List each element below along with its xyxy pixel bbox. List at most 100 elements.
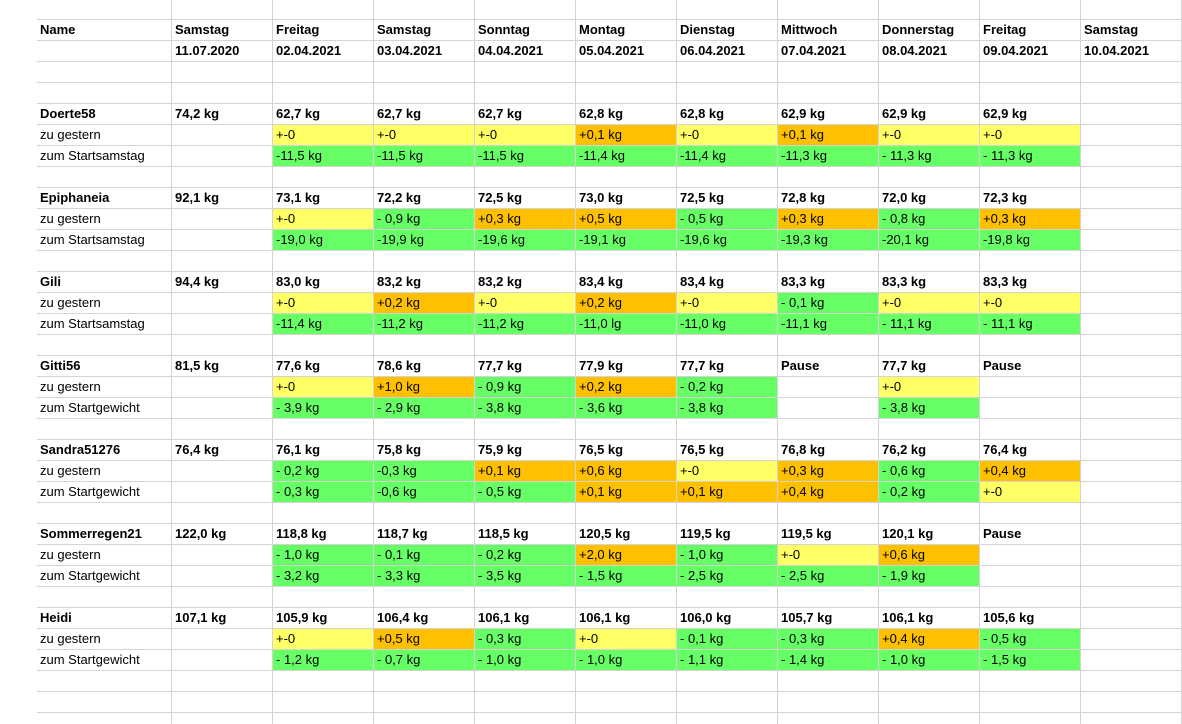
empty-cell[interactable] xyxy=(1081,608,1182,629)
empty-cell[interactable] xyxy=(374,335,475,356)
empty-cell[interactable] xyxy=(475,62,576,83)
empty-cell[interactable] xyxy=(37,671,172,692)
empty-cell[interactable] xyxy=(778,692,879,713)
empty-cell[interactable] xyxy=(374,587,475,608)
change-vs-yesterday[interactable]: - 0,2 kg xyxy=(273,461,374,482)
empty-cell[interactable] xyxy=(1081,692,1182,713)
label-start[interactable]: zum Startgewicht xyxy=(37,650,172,671)
header-date[interactable]: 06.04.2021 xyxy=(677,41,778,62)
daily-weight[interactable]: 118,7 kg xyxy=(374,524,475,545)
change-vs-yesterday[interactable]: - 0,9 kg xyxy=(475,377,576,398)
empty-cell[interactable] xyxy=(1081,0,1182,20)
daily-weight[interactable]: 77,7 kg xyxy=(879,356,980,377)
empty-cell[interactable] xyxy=(37,41,172,62)
empty-cell[interactable] xyxy=(677,503,778,524)
change-vs-yesterday[interactable] xyxy=(778,377,879,398)
label-start[interactable]: zum Startgewicht xyxy=(37,482,172,503)
empty-cell[interactable] xyxy=(778,503,879,524)
empty-cell[interactable] xyxy=(273,62,374,83)
change-vs-start[interactable]: - 1,0 kg xyxy=(576,650,677,671)
daily-weight[interactable]: 72,8 kg xyxy=(778,188,879,209)
empty-cell[interactable] xyxy=(1081,629,1182,650)
empty-cell[interactable] xyxy=(1081,419,1182,440)
empty-cell[interactable] xyxy=(172,0,273,20)
change-vs-yesterday[interactable]: +-0 xyxy=(677,125,778,146)
change-vs-start[interactable]: -11,1 kg xyxy=(778,314,879,335)
change-vs-yesterday[interactable]: -0,3 kg xyxy=(374,461,475,482)
daily-weight[interactable]: 83,3 kg xyxy=(778,272,879,293)
empty-cell[interactable] xyxy=(879,692,980,713)
daily-weight[interactable]: 72,3 kg xyxy=(980,188,1081,209)
empty-cell[interactable] xyxy=(475,0,576,20)
change-vs-start[interactable]: - 1,2 kg xyxy=(273,650,374,671)
empty-cell[interactable] xyxy=(1081,209,1182,230)
header-date[interactable]: 10.04.2021 xyxy=(1081,41,1182,62)
change-vs-start[interactable]: +-0 xyxy=(980,482,1081,503)
participant-name[interactable]: Sandra51276 xyxy=(37,440,172,461)
empty-cell[interactable] xyxy=(1081,377,1182,398)
empty-cell[interactable] xyxy=(475,692,576,713)
change-vs-yesterday[interactable]: - 0,2 kg xyxy=(475,545,576,566)
change-vs-start[interactable]: - 1,5 kg xyxy=(576,566,677,587)
empty-cell[interactable] xyxy=(980,167,1081,188)
start-weight[interactable]: 81,5 kg xyxy=(172,356,273,377)
change-vs-start[interactable]: - 2,5 kg xyxy=(778,566,879,587)
empty-cell[interactable] xyxy=(879,83,980,104)
empty-cell[interactable] xyxy=(475,167,576,188)
change-vs-yesterday[interactable]: - 0,5 kg xyxy=(677,209,778,230)
empty-cell[interactable] xyxy=(475,671,576,692)
empty-cell[interactable] xyxy=(1081,125,1182,146)
start-weight[interactable]: 94,4 kg xyxy=(172,272,273,293)
change-vs-start[interactable]: +0,1 kg xyxy=(576,482,677,503)
change-vs-yesterday[interactable]: - 1,0 kg xyxy=(677,545,778,566)
label-zu-gestern[interactable]: zu gestern xyxy=(37,629,172,650)
daily-weight[interactable]: 119,5 kg xyxy=(677,524,778,545)
daily-weight[interactable]: 105,6 kg xyxy=(980,608,1081,629)
empty-cell[interactable] xyxy=(980,503,1081,524)
label-start[interactable]: zum Startsamstag xyxy=(37,314,172,335)
daily-weight[interactable]: 62,7 kg xyxy=(273,104,374,125)
start-weight[interactable]: 92,1 kg xyxy=(172,188,273,209)
change-vs-start[interactable]: - 3,8 kg xyxy=(879,398,980,419)
change-vs-yesterday[interactable]: +-0 xyxy=(778,545,879,566)
change-vs-start[interactable]: - 3,8 kg xyxy=(677,398,778,419)
change-vs-start[interactable]: -19,1 kg xyxy=(576,230,677,251)
daily-weight[interactable]: 76,5 kg xyxy=(576,440,677,461)
empty-cell[interactable] xyxy=(172,713,273,724)
change-vs-start[interactable]: - 11,1 kg xyxy=(879,314,980,335)
empty-cell[interactable] xyxy=(677,83,778,104)
change-vs-start[interactable]: - 3,5 kg xyxy=(475,566,576,587)
change-vs-yesterday[interactable]: +0,6 kg xyxy=(879,545,980,566)
daily-weight[interactable]: 62,7 kg xyxy=(475,104,576,125)
change-vs-start[interactable]: - 11,3 kg xyxy=(879,146,980,167)
empty-cell[interactable] xyxy=(172,545,273,566)
empty-cell[interactable] xyxy=(1081,146,1182,167)
empty-cell[interactable] xyxy=(576,713,677,724)
daily-weight[interactable]: 83,3 kg xyxy=(980,272,1081,293)
empty-cell[interactable] xyxy=(273,0,374,20)
empty-cell[interactable] xyxy=(475,503,576,524)
label-start[interactable]: zum Startsamstag xyxy=(37,146,172,167)
change-vs-start[interactable]: -11,0 kg xyxy=(677,314,778,335)
change-vs-start[interactable]: -11,5 kg xyxy=(475,146,576,167)
change-vs-start[interactable]: -11,4 kg xyxy=(576,146,677,167)
empty-cell[interactable] xyxy=(576,335,677,356)
daily-weight[interactable]: 83,4 kg xyxy=(677,272,778,293)
header-date[interactable]: 04.04.2021 xyxy=(475,41,576,62)
empty-cell[interactable] xyxy=(172,650,273,671)
empty-cell[interactable] xyxy=(980,62,1081,83)
empty-cell[interactable] xyxy=(273,671,374,692)
header-day[interactable]: Sonntag xyxy=(475,20,576,41)
start-weight[interactable]: 122,0 kg xyxy=(172,524,273,545)
change-vs-start[interactable] xyxy=(980,398,1081,419)
empty-cell[interactable] xyxy=(576,83,677,104)
daily-weight[interactable]: 106,1 kg xyxy=(576,608,677,629)
daily-weight[interactable]: Pause xyxy=(778,356,879,377)
daily-weight[interactable]: 73,0 kg xyxy=(576,188,677,209)
empty-cell[interactable] xyxy=(879,419,980,440)
empty-cell[interactable] xyxy=(374,419,475,440)
daily-weight[interactable]: 76,8 kg xyxy=(778,440,879,461)
empty-cell[interactable] xyxy=(879,503,980,524)
change-vs-start[interactable]: -11,5 kg xyxy=(374,146,475,167)
daily-weight[interactable]: 118,5 kg xyxy=(475,524,576,545)
